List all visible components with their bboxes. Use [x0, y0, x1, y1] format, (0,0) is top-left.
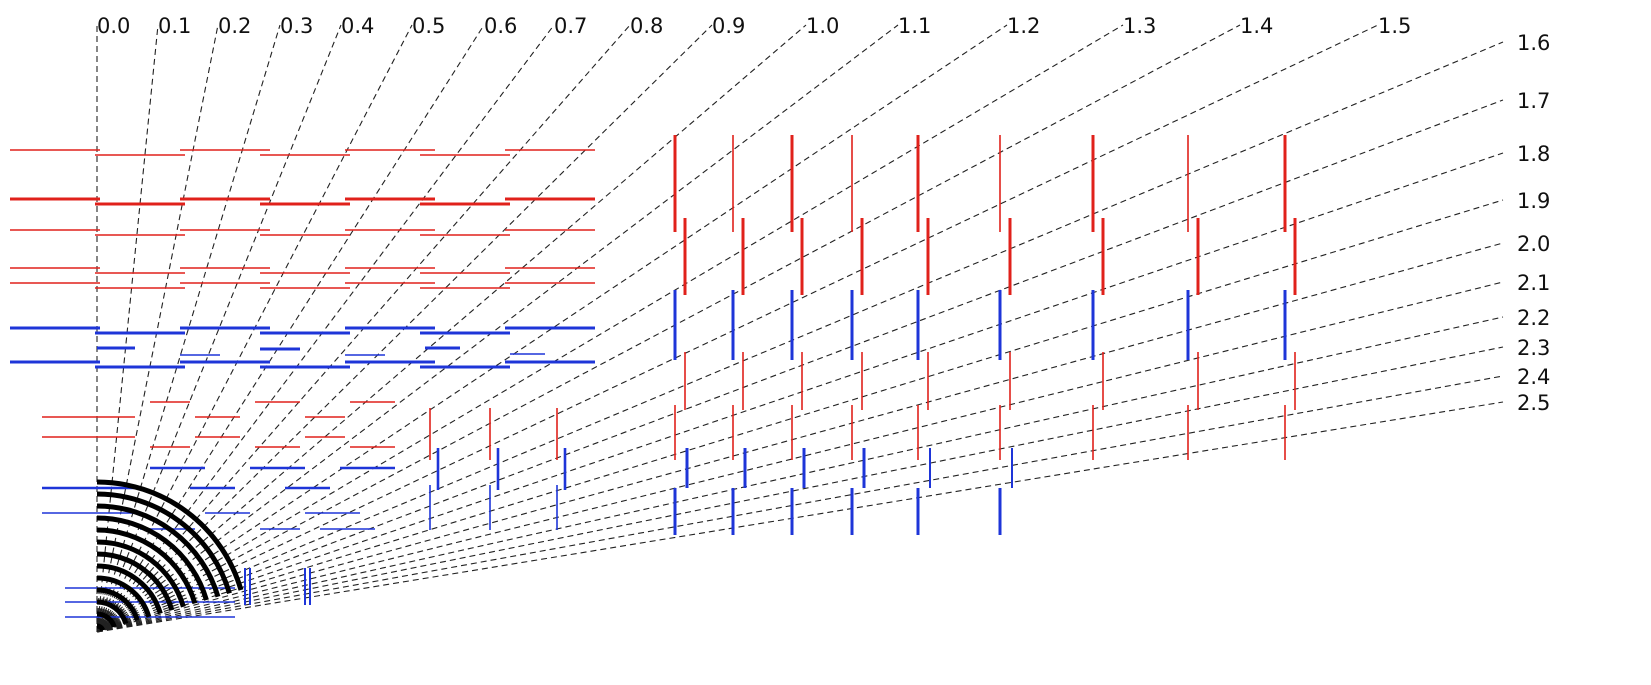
eta-label: 0.8 [630, 14, 663, 38]
ip-arc [96, 515, 209, 601]
ip-arc [96, 611, 117, 628]
eta-line [96, 242, 1504, 633]
eta-label: 0.5 [412, 14, 445, 38]
eta-line [96, 41, 1504, 633]
eta-label: 1.7 [1517, 89, 1550, 113]
eta-line [96, 199, 1504, 633]
eta-line [96, 24, 807, 633]
eta-labels-group: 0.0 0.1 0.2 0.3 0.4 0.5 0.6 0.7 0.8 0.9 1.0 1.1 1.2 1… [97, 14, 1550, 415]
eta-line [96, 24, 899, 633]
ip-arc [96, 623, 106, 632]
eta-line [96, 24, 555, 633]
eta-label: 1.9 [1517, 189, 1550, 213]
eta-label: 1.1 [898, 14, 931, 38]
eta-line [96, 24, 1379, 633]
ip-arc [96, 575, 152, 618]
eta-label: 1.2 [1007, 14, 1040, 38]
eta-label: 1.5 [1378, 14, 1411, 38]
eta-line [96, 24, 281, 633]
eta-line [96, 24, 342, 633]
eta-label: 2.5 [1517, 391, 1550, 415]
eta-label: 2.2 [1517, 306, 1550, 330]
eta-line [96, 152, 1504, 633]
eta-label: 0.1 [158, 14, 191, 38]
eta-line [96, 375, 1504, 633]
eta-label: 0.6 [484, 14, 517, 38]
ip-arc [96, 479, 244, 591]
eta-line [96, 346, 1504, 633]
eta-label: 1.4 [1240, 14, 1273, 38]
eta-lines-group [96, 24, 1504, 633]
eta-line [96, 24, 1241, 633]
interaction-point-arcs [96, 479, 244, 632]
ip-arc [96, 539, 186, 608]
eta-label: 0.0 [97, 14, 130, 38]
eta-label: 0.3 [280, 14, 313, 38]
ip-arc [96, 563, 163, 615]
ip-arc [96, 491, 232, 595]
eta-label: 0.7 [554, 14, 587, 38]
eta-line [96, 24, 1008, 633]
eta-line [96, 316, 1504, 633]
eta-line [96, 281, 1504, 633]
eta-label: 2.4 [1517, 365, 1550, 389]
eta-line [96, 401, 1504, 633]
eta-label: 2.3 [1517, 336, 1550, 360]
eta-label: 1.3 [1123, 14, 1156, 38]
eta-line [96, 99, 1504, 633]
eta-label: 0.4 [341, 14, 374, 38]
eta-label: 2.0 [1517, 232, 1550, 256]
ip-arc [96, 503, 221, 598]
ip-arc [96, 599, 129, 625]
eta-line-inner [104, 618, 144, 631]
eta-label: 2.1 [1517, 271, 1550, 295]
ip-arc [96, 527, 198, 605]
eta-label: 1.0 [806, 14, 839, 38]
eta-label: 0.2 [218, 14, 251, 38]
eta-label: 0.9 [712, 14, 745, 38]
eta-line [96, 24, 1124, 633]
ip-arc [96, 551, 175, 611]
detector-elements-group [10, 135, 1297, 618]
ip-arc [96, 587, 140, 622]
eta-label: 1.6 [1517, 31, 1550, 55]
eta-label: 1.8 [1517, 142, 1550, 166]
